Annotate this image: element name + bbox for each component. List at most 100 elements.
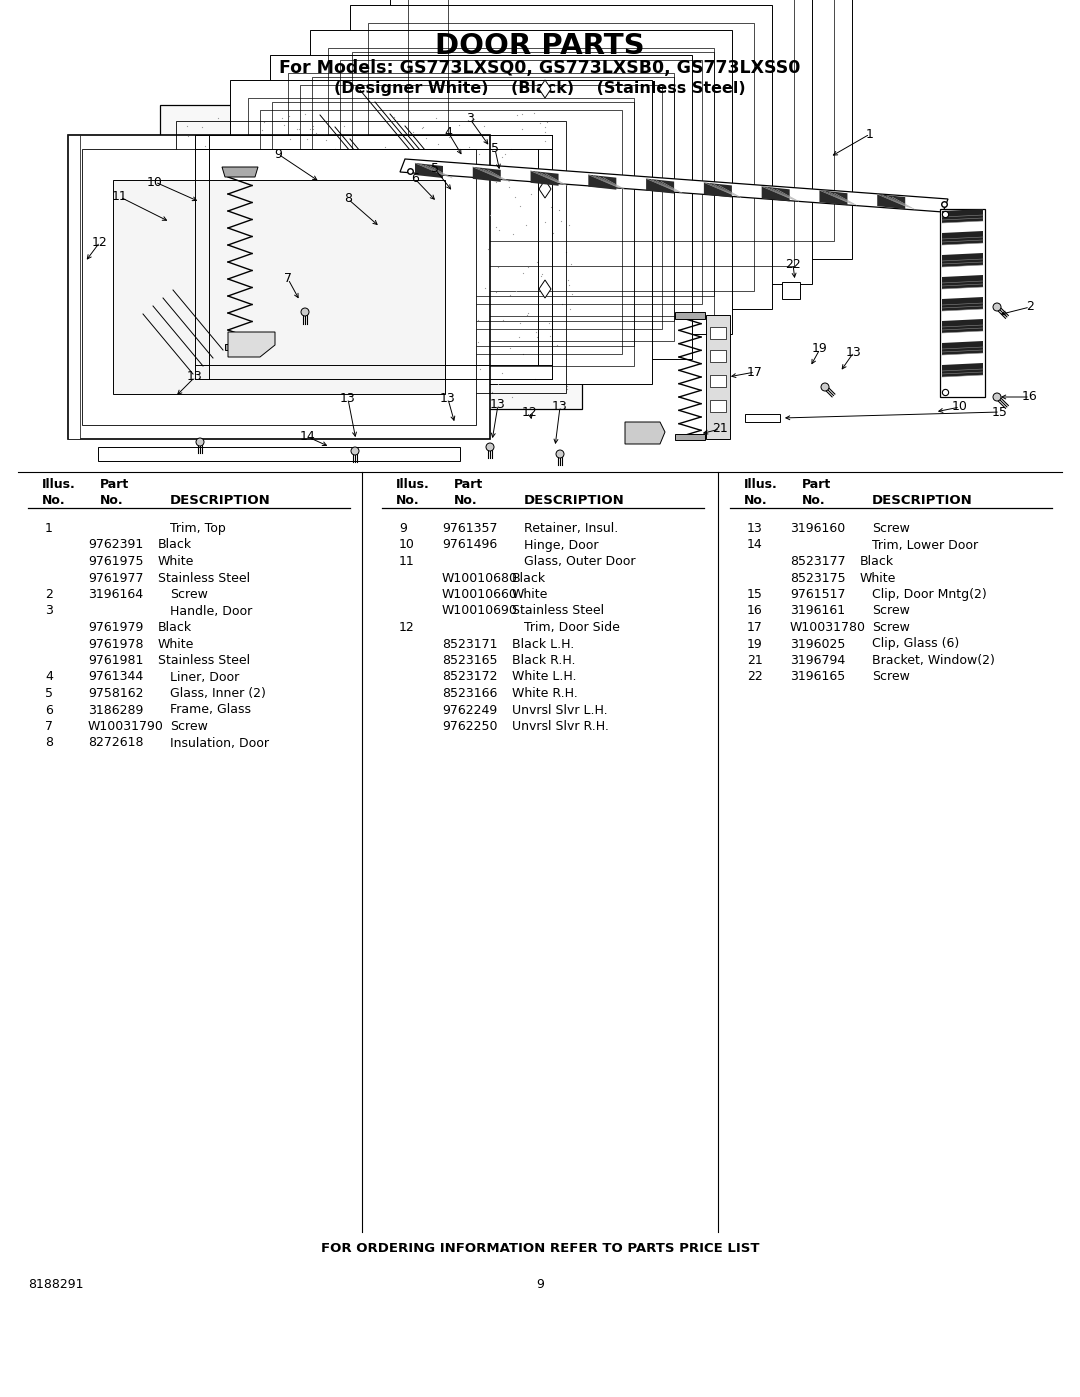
Text: 1: 1 — [45, 522, 53, 535]
Point — [442, 126, 459, 148]
Polygon shape — [400, 159, 948, 212]
Text: DESCRIPTION: DESCRIPTION — [170, 495, 271, 507]
Point — [298, 232, 315, 254]
Point — [515, 342, 532, 365]
Polygon shape — [625, 422, 665, 444]
Text: 3: 3 — [45, 605, 53, 617]
Polygon shape — [942, 298, 983, 312]
Text: 7: 7 — [284, 272, 292, 285]
Text: 9761979: 9761979 — [87, 622, 144, 634]
Text: No.: No. — [42, 495, 66, 507]
Text: Black: Black — [158, 622, 192, 634]
Point — [462, 379, 480, 401]
Point — [177, 183, 194, 205]
Polygon shape — [415, 163, 443, 177]
Point — [447, 270, 464, 292]
Text: Retainer, Insul.: Retainer, Insul. — [524, 522, 618, 535]
Point — [198, 214, 215, 236]
Point — [402, 285, 419, 307]
Point — [413, 117, 430, 140]
Text: Handle, Door: Handle, Door — [170, 605, 253, 617]
Point — [540, 312, 557, 334]
Point — [380, 226, 397, 249]
Text: White: White — [512, 588, 549, 601]
Point — [453, 356, 470, 379]
Text: FOR ORDERING INFORMATION REFER TO PARTS PRICE LIST: FOR ORDERING INFORMATION REFER TO PARTS … — [321, 1242, 759, 1256]
Point — [502, 161, 519, 183]
Point — [383, 323, 401, 345]
Point — [326, 137, 343, 159]
Point — [513, 103, 530, 126]
Point — [275, 144, 293, 166]
Polygon shape — [706, 314, 730, 439]
Point — [229, 233, 246, 256]
Point — [386, 105, 403, 127]
Point — [279, 289, 296, 312]
Point — [296, 314, 313, 337]
Point — [416, 321, 433, 344]
Point — [351, 232, 368, 254]
Point — [450, 239, 468, 261]
Point — [252, 256, 269, 278]
Point — [363, 142, 380, 165]
Point — [333, 191, 350, 214]
Point — [392, 141, 409, 163]
Point — [179, 124, 197, 147]
Point — [162, 356, 179, 379]
Point — [241, 212, 258, 235]
Point — [255, 307, 272, 330]
Point — [532, 265, 550, 288]
Point — [436, 147, 454, 169]
Point — [428, 106, 445, 129]
Point — [329, 221, 347, 243]
Point — [202, 271, 219, 293]
Point — [535, 275, 552, 298]
Point — [538, 180, 555, 203]
Point — [291, 119, 308, 141]
Point — [413, 365, 430, 387]
Point — [335, 200, 352, 222]
Point — [444, 236, 461, 258]
Text: 13: 13 — [747, 522, 762, 535]
Polygon shape — [225, 344, 255, 351]
Point — [324, 284, 341, 306]
Text: 15: 15 — [993, 405, 1008, 419]
Point — [401, 110, 418, 133]
Point — [509, 103, 526, 126]
Polygon shape — [942, 319, 983, 332]
Point — [318, 312, 335, 334]
Point — [286, 331, 303, 353]
Point — [243, 319, 260, 341]
Point — [557, 242, 575, 264]
Point — [293, 327, 310, 349]
Point — [240, 246, 257, 268]
Point — [563, 253, 580, 275]
Point — [219, 386, 237, 408]
Circle shape — [301, 307, 309, 316]
Text: W10010660: W10010660 — [442, 588, 518, 601]
Point — [383, 228, 401, 250]
Point — [208, 258, 226, 281]
Point — [557, 348, 575, 370]
Text: 8523171: 8523171 — [442, 637, 498, 651]
Point — [286, 144, 303, 166]
Text: Unvrsl Slvr L.H.: Unvrsl Slvr L.H. — [512, 704, 608, 717]
Point — [166, 296, 184, 319]
Polygon shape — [710, 400, 726, 412]
Point — [366, 380, 383, 402]
Point — [258, 330, 275, 352]
Point — [237, 256, 254, 278]
Point — [279, 165, 296, 187]
Point — [446, 268, 463, 291]
Point — [257, 239, 274, 261]
Point — [564, 172, 581, 194]
Point — [326, 137, 343, 159]
Point — [178, 115, 195, 137]
Point — [280, 105, 297, 127]
Point — [363, 169, 380, 191]
Point — [227, 328, 244, 351]
Text: 9762249: 9762249 — [442, 704, 497, 717]
Point — [355, 330, 373, 352]
Text: 5: 5 — [45, 687, 53, 700]
Point — [296, 103, 313, 126]
